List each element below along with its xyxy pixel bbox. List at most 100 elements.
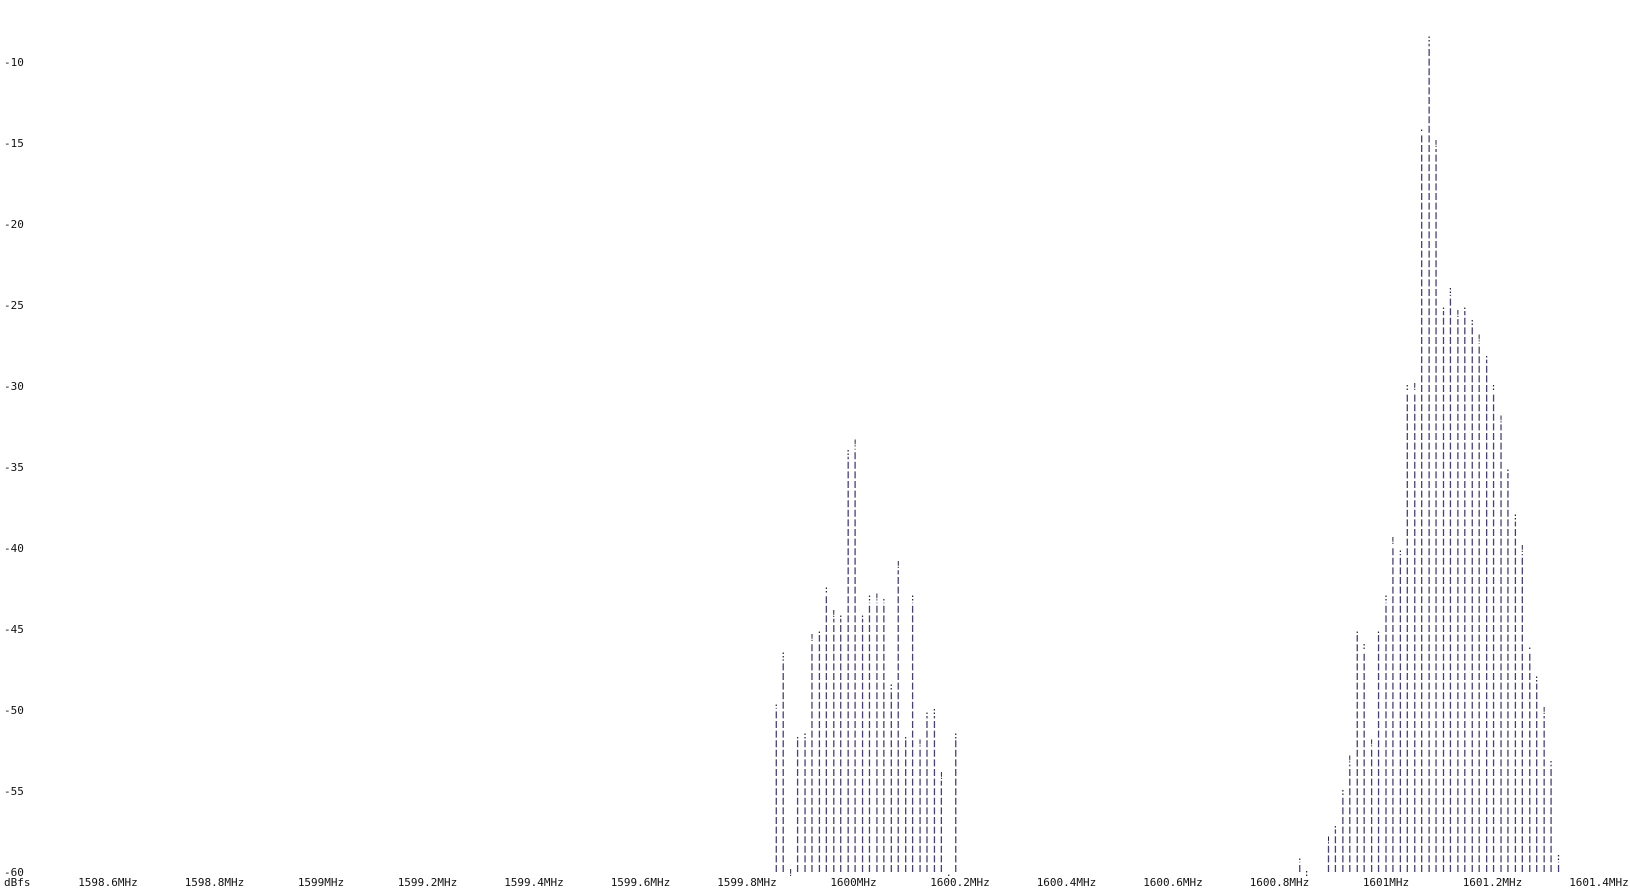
bar-cap: ! [852,439,858,450]
y-unit-label: dBfs [4,876,31,889]
bar-cap: . [1484,350,1490,361]
bar-cap: : [953,730,959,741]
spectrum-bar: . [795,730,801,872]
bar-cap: . [1527,641,1533,652]
spectrum-bar: . [946,868,952,879]
bars: .:!.:!.:!.:!.:!.:!.:!.:!.:.:!.:!.:!.:!.:… [773,34,1561,879]
bar-cap: : [1340,787,1346,798]
spectrum-bar: . [1332,819,1338,872]
spectrum-bar: : [1361,641,1367,872]
x-tick-label: 1599.8MHz [717,876,777,889]
spectrum-bar: ! [809,633,815,872]
spectrum-bar: . [816,625,822,872]
spectrum-bar: : [845,447,851,872]
bar-cap: : [823,585,829,596]
bar-cap: ! [1541,706,1547,717]
x-tick-label: 1599.2MHz [398,876,458,889]
bar-cap: : [845,447,851,458]
spectrum-bar: ! [1541,706,1547,872]
bar-cap: : [866,593,872,604]
spectrum-bar: . [1462,301,1468,872]
bar-cap: . [1548,755,1554,766]
spectrum-bar: . [1548,755,1554,872]
bar-cap: ! [874,593,880,604]
x-tick-label: 1599.4MHz [504,876,564,889]
bar-cap: : [1447,285,1453,296]
spectrum-bar: ! [788,868,794,879]
bar-cap: : [1512,512,1518,523]
bar-cap: ! [1325,836,1331,847]
bar-cap: . [838,609,844,620]
y-tick-label: -15 [4,137,24,150]
x-tick-label: 1600.6MHz [1143,876,1203,889]
spectrum-bar: : [1512,512,1518,872]
spectrum-bar: : [1383,593,1389,872]
bar-cap: . [903,730,909,741]
bar-cap: . [1354,625,1360,636]
spectrum-bar: : [1556,852,1562,872]
y-tick-label: -25 [4,299,24,312]
spectrum-bar: ! [1433,139,1439,872]
y-axis: -10 -15 -20 -25 -30 -35 -40 -45 -50 -55 -60 [4,56,24,879]
spectrum-bar: ! [1390,536,1396,872]
bar-cap: . [860,609,866,620]
spectrum-bar: . [924,706,930,872]
bar-cap: . [816,625,822,636]
spectrum-bar: ! [1455,309,1461,872]
spectrum-bar: ! [938,771,944,872]
bar-cap: ! [895,560,901,571]
x-axis: 1598.6MHz 1598.8MHz 1599MHz 1599.2MHz 1599.4… [78,876,1629,889]
bar-cap: . [881,593,887,604]
spectrum-bar: ! [1347,755,1353,872]
bar-cap: . [1440,301,1446,312]
y-tick-label: -20 [4,218,24,231]
spectrum-bar: . [1419,123,1425,872]
spectrum-bar: ! [1369,738,1375,872]
bar-cap: : [1361,641,1367,652]
spectrum-bar: . [1297,852,1303,872]
bar-cap: ! [917,738,923,749]
y-tick-label: -55 [4,785,24,798]
x-tick-label: 1601.4MHz [1569,876,1629,889]
x-tick-label: 1598.8MHz [185,876,245,889]
spectrum-bar: : [888,682,894,872]
y-tick-label: -50 [4,704,24,717]
bar-cap: ! [1369,738,1375,749]
bar-cap: : [1383,593,1389,604]
bar-cap: : [910,593,916,604]
bar-cap: . [1419,123,1425,134]
bar-cap: ! [1390,536,1396,547]
bar-cap: : [1534,674,1540,685]
bar-cap: : [1426,34,1432,45]
bar-cap: : [931,706,937,717]
y-tick-label: -30 [4,380,24,393]
bar-cap: ! [1347,755,1353,766]
spectrum-bar: . [1397,544,1403,872]
spectrum-bar: . [881,593,887,872]
spectrum-bar: . [1440,301,1447,872]
bar-cap: . [773,698,779,709]
x-tick-label: 1598.6MHz [78,876,138,889]
bar-cap: ! [809,633,815,644]
bar-cap: ! [938,771,944,782]
x-tick-label: 1600MHz [830,876,876,889]
bar-cap: . [924,706,930,717]
spectrum-bar: : [1340,787,1346,872]
bar-cap: . [1397,544,1403,555]
x-tick-label: 1599.6MHz [611,876,671,889]
spectrum-bar: : [953,730,959,872]
bar-cap: ! [1433,139,1439,150]
spectrum-bar: . [903,730,909,872]
spectrum-bar: : [866,593,872,872]
spectrum-bar: : [802,730,808,872]
bar-cap: ! [1455,309,1461,320]
y-tick-label: -60 [4,866,24,879]
bar-cap: : [1491,382,1497,393]
spectrum-bar: : [1534,674,1540,872]
x-tick-label: 1600.8MHz [1250,876,1310,889]
spectrum-bar: : [1491,382,1497,872]
spectrum-bar: : [1469,317,1475,872]
bar-cap: : [1404,382,1410,393]
bar-cap: ! [1498,414,1504,425]
